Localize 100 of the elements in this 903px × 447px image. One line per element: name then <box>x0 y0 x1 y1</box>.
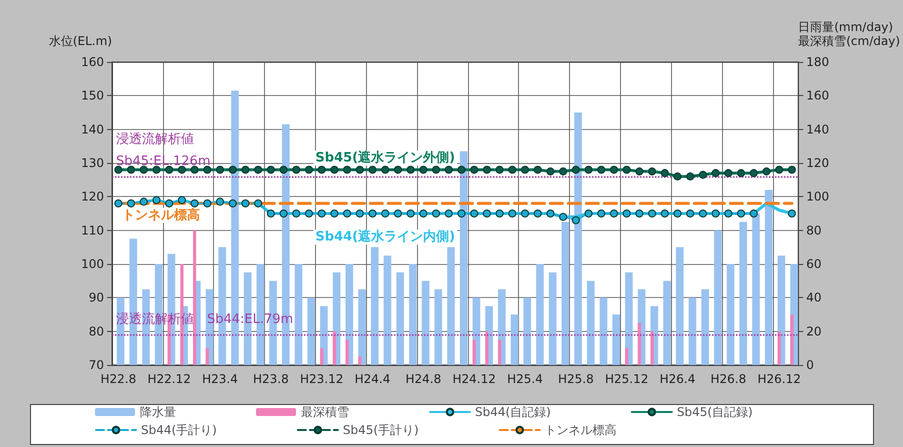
bar <box>485 331 488 365</box>
point <box>266 210 275 218</box>
point <box>216 198 224 206</box>
x-tick-label: H25.12 <box>604 372 648 386</box>
y-tick-label: 130 <box>81 156 104 170</box>
point <box>648 167 656 176</box>
point <box>444 166 453 174</box>
legend-label: Sb45(手計り) <box>342 423 419 437</box>
point <box>432 210 440 218</box>
legend-label: Sb44(手計り) <box>141 423 217 437</box>
point <box>241 199 250 208</box>
x-tick-label: H22.12 <box>147 372 191 386</box>
bar <box>447 247 455 365</box>
bar <box>739 222 748 365</box>
bar <box>625 348 628 365</box>
y-tick-label: 150 <box>81 88 104 103</box>
text: トンネル標高 <box>122 208 200 223</box>
point <box>724 210 732 218</box>
point <box>660 210 669 218</box>
x-tick-label: H25.4 <box>507 372 543 386</box>
y-tick-label: 160 <box>81 55 104 69</box>
point <box>280 166 288 174</box>
bar <box>434 289 442 365</box>
bar <box>701 289 709 365</box>
point <box>750 210 758 218</box>
bar <box>625 272 633 365</box>
point <box>648 210 656 218</box>
point <box>686 210 694 218</box>
point <box>318 166 326 174</box>
point <box>496 210 504 218</box>
y-tick-label: 140 <box>81 122 104 136</box>
bar <box>358 356 362 365</box>
point <box>406 166 415 174</box>
point <box>127 199 136 208</box>
y2-tick-label: 160 <box>806 88 830 103</box>
bar <box>752 214 760 365</box>
bar <box>384 256 392 365</box>
point <box>724 169 732 178</box>
y-axis-title: 水位(EL.m) <box>48 34 112 48</box>
point <box>788 166 796 174</box>
y-tick-label: 100 <box>81 257 104 271</box>
point <box>508 210 516 218</box>
x-tick-label: H24.8 <box>405 372 442 386</box>
point <box>254 199 262 208</box>
point <box>674 172 682 180</box>
point <box>660 169 669 178</box>
bar <box>600 298 608 365</box>
point <box>356 166 364 174</box>
point <box>241 166 250 174</box>
y2-tick-label: 180 <box>806 55 830 69</box>
point <box>228 166 237 174</box>
point <box>508 166 516 174</box>
point <box>635 210 644 218</box>
x-tick-label: H26.12 <box>757 372 801 386</box>
point <box>203 199 212 208</box>
point <box>622 210 631 218</box>
bar <box>422 280 430 365</box>
point <box>686 172 694 180</box>
x-tick-label: H22.8 <box>100 372 136 386</box>
point <box>762 167 770 176</box>
point <box>737 210 746 218</box>
point <box>698 170 707 179</box>
point <box>546 210 554 218</box>
bar <box>790 314 794 365</box>
bar <box>307 298 316 365</box>
x-tick-label: H23.4 <box>202 372 238 386</box>
point <box>190 199 199 208</box>
x-tick-label: H25.8 <box>558 372 594 386</box>
point <box>775 166 784 174</box>
x-tick-label: H24.4 <box>354 372 390 386</box>
point <box>788 210 796 218</box>
point <box>343 210 352 218</box>
point <box>266 166 275 174</box>
bar <box>294 264 302 365</box>
point <box>470 166 478 174</box>
y-tick-label: 80 <box>88 324 104 338</box>
point <box>470 210 478 218</box>
point <box>674 210 682 218</box>
bar <box>676 247 684 365</box>
bar <box>510 314 518 365</box>
point <box>712 169 720 178</box>
point <box>254 166 262 174</box>
point <box>292 166 300 174</box>
point <box>597 210 606 218</box>
point <box>572 166 580 174</box>
point <box>546 167 554 176</box>
bar <box>778 331 781 365</box>
point <box>482 166 491 174</box>
y2-tick-label: 140 <box>806 122 830 136</box>
point <box>114 199 122 208</box>
y2-tick-label: 100 <box>806 190 830 204</box>
point <box>698 210 707 218</box>
x-tick-label: H26.8 <box>710 372 746 386</box>
point <box>635 167 644 176</box>
bar <box>358 289 366 365</box>
point <box>330 210 338 218</box>
bar <box>460 151 468 365</box>
point <box>368 210 377 218</box>
bar <box>472 340 476 365</box>
bar <box>650 331 654 365</box>
